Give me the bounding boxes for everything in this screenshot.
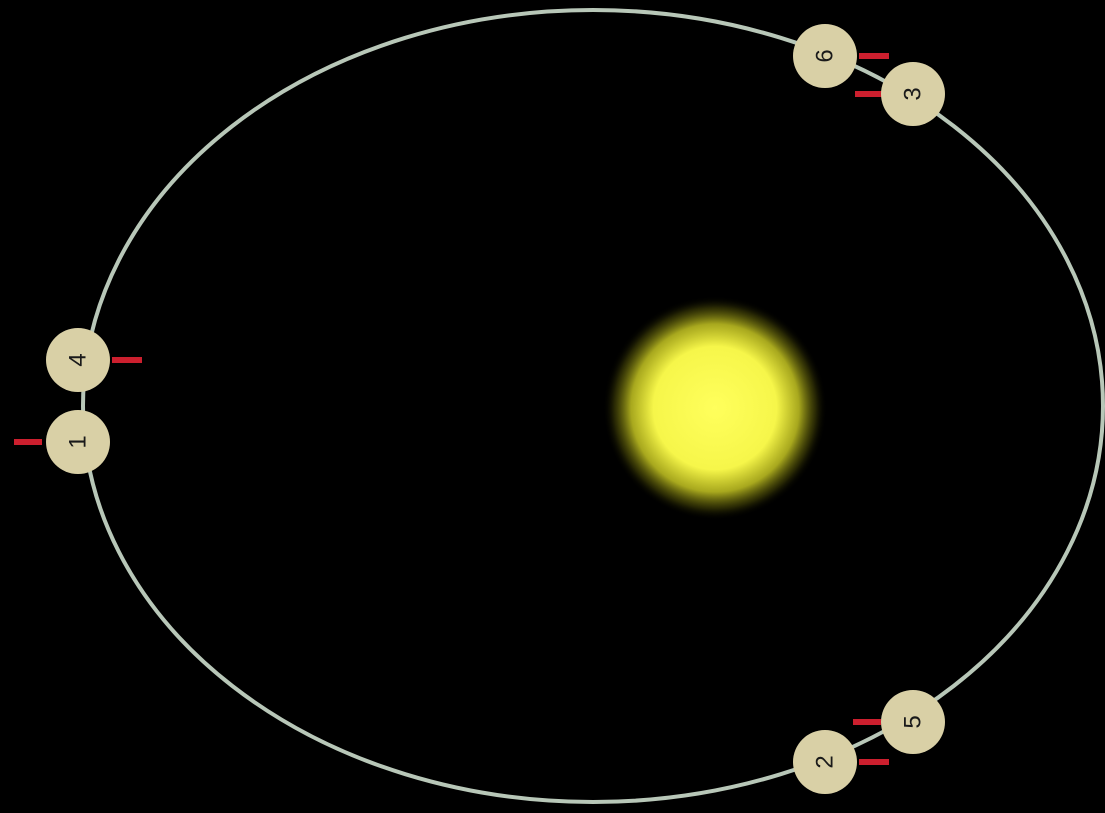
planet-1-label: 1 bbox=[65, 435, 92, 448]
planet-5-label: 5 bbox=[900, 715, 927, 728]
sun bbox=[603, 296, 827, 520]
planet-6-body bbox=[793, 24, 857, 88]
planet-1: 1 bbox=[14, 410, 110, 474]
planet-2-label: 2 bbox=[812, 755, 839, 768]
planet-6-label: 6 bbox=[812, 49, 839, 62]
planet-4-label: 4 bbox=[65, 353, 92, 366]
planet-2: 2 bbox=[793, 730, 889, 794]
planet-5-body bbox=[881, 690, 945, 754]
orbit-ellipse bbox=[81, 8, 1105, 804]
planet-4-body bbox=[46, 328, 110, 392]
planet-5: 5 bbox=[853, 690, 945, 754]
planet-2-body bbox=[793, 730, 857, 794]
planet-3: 3 bbox=[855, 62, 945, 126]
planet-1-body bbox=[46, 410, 110, 474]
planet-4: 4 bbox=[46, 328, 142, 392]
planet-3-body bbox=[881, 62, 945, 126]
planet-3-label: 3 bbox=[900, 87, 927, 100]
planet-6: 6 bbox=[793, 24, 889, 88]
